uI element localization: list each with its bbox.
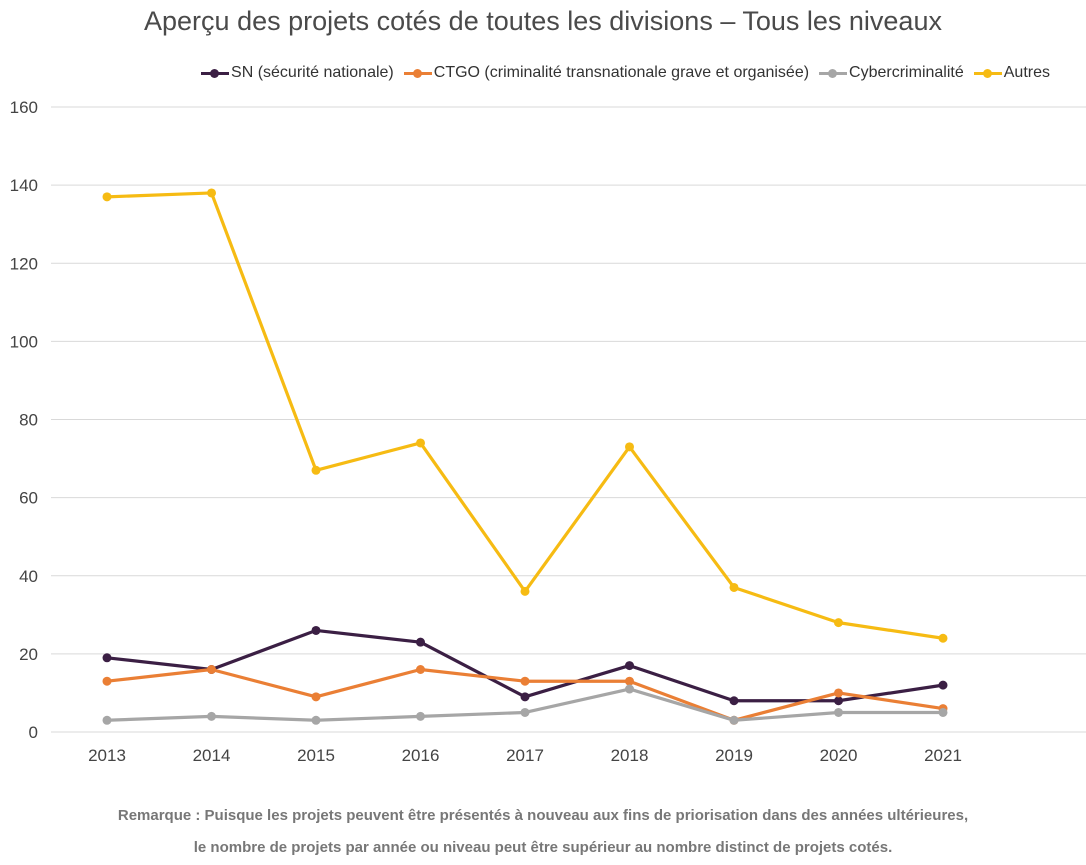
- y-tick-label: 0: [29, 723, 38, 742]
- x-tick-label: 2020: [820, 746, 858, 765]
- x-tick-label: 2019: [715, 746, 753, 765]
- data-point: [834, 696, 843, 706]
- legend-swatch-icon: [403, 65, 432, 81]
- y-tick-label: 60: [19, 489, 38, 508]
- series-line-0: [106, 628, 944, 703]
- data-point: [207, 711, 216, 721]
- x-tick-label: 2021: [924, 746, 962, 765]
- y-tick-label: 100: [10, 332, 38, 351]
- y-tick-label: 80: [19, 411, 38, 430]
- data-point: [520, 586, 530, 596]
- y-tick-label: 20: [19, 645, 38, 664]
- data-point: [520, 707, 530, 717]
- note-line-2: le nombre de projets par année ou niveau…: [193, 839, 893, 856]
- data-point: [834, 688, 843, 698]
- data-point: [102, 715, 112, 725]
- data-point: [520, 692, 530, 702]
- data-point: [102, 192, 112, 202]
- y-tick-label: 160: [10, 98, 38, 117]
- legend-label: CTGO (criminalité transnationale grave e…: [433, 64, 810, 81]
- note-line-1: Remarque : Puisque les projets peuvent ê…: [117, 807, 969, 824]
- data-point: [207, 665, 216, 674]
- data-point: [625, 684, 634, 694]
- series-line-3: [106, 191, 944, 640]
- data-point: [416, 711, 425, 721]
- data-point: [311, 692, 321, 702]
- data-point: [520, 676, 530, 686]
- data-point: [311, 625, 321, 635]
- y-tick-label: 120: [10, 254, 38, 273]
- legend-label: Cybercriminalité: [849, 64, 964, 81]
- x-tick-label: 2018: [611, 746, 649, 765]
- legend-item: Autres: [973, 64, 1050, 82]
- chart-title: Aperçu des projets cotés de toutes les d…: [144, 6, 942, 36]
- data-point: [729, 582, 739, 592]
- x-tick-label: 2017: [506, 746, 544, 765]
- x-tick-label: 2016: [402, 746, 440, 765]
- data-point: [102, 653, 112, 663]
- data-point: [834, 618, 843, 628]
- data-point: [729, 715, 739, 725]
- data-point: [311, 465, 321, 475]
- legend: SN (sécurité nationale) CTGO (criminalité…: [0, 64, 1086, 82]
- data-point: [416, 438, 425, 448]
- legend-swatch-icon: [819, 65, 848, 81]
- data-point: [938, 680, 948, 690]
- x-tick-label: 2015: [297, 746, 335, 765]
- data-point: [416, 637, 425, 647]
- data-point: [311, 715, 321, 725]
- data-point: [416, 665, 425, 674]
- data-point: [834, 707, 843, 717]
- y-tick-label: 140: [10, 176, 38, 195]
- legend-item: CTGO (criminalité transnationale grave e…: [403, 64, 810, 82]
- legend-item: SN (sécurité nationale): [201, 64, 394, 82]
- data-point: [938, 633, 948, 643]
- data-point: [625, 442, 634, 452]
- x-tick-label: 2014: [193, 746, 231, 765]
- x-tick-label: 2013: [88, 746, 126, 765]
- legend-label: SN (sécurité nationale): [231, 64, 394, 81]
- legend-swatch-icon: [973, 65, 1002, 81]
- legend-label: Autres: [1003, 64, 1050, 81]
- chart-note: Remarque : Puisque les projets peuvent ê…: [0, 800, 1086, 864]
- legend-swatch-icon: [201, 65, 230, 81]
- line-chart: 0 20 40 60 80 100 120 140 160 2013 2014 2015 2016 201…: [10, 98, 1086, 765]
- y-tick-label: 40: [19, 567, 38, 586]
- data-point: [207, 188, 216, 198]
- data-point: [938, 707, 948, 717]
- data-point: [625, 676, 634, 686]
- legend-item: Cybercriminalité: [819, 64, 964, 82]
- data-point: [625, 661, 634, 671]
- data-point: [729, 696, 739, 706]
- data-point: [102, 676, 112, 686]
